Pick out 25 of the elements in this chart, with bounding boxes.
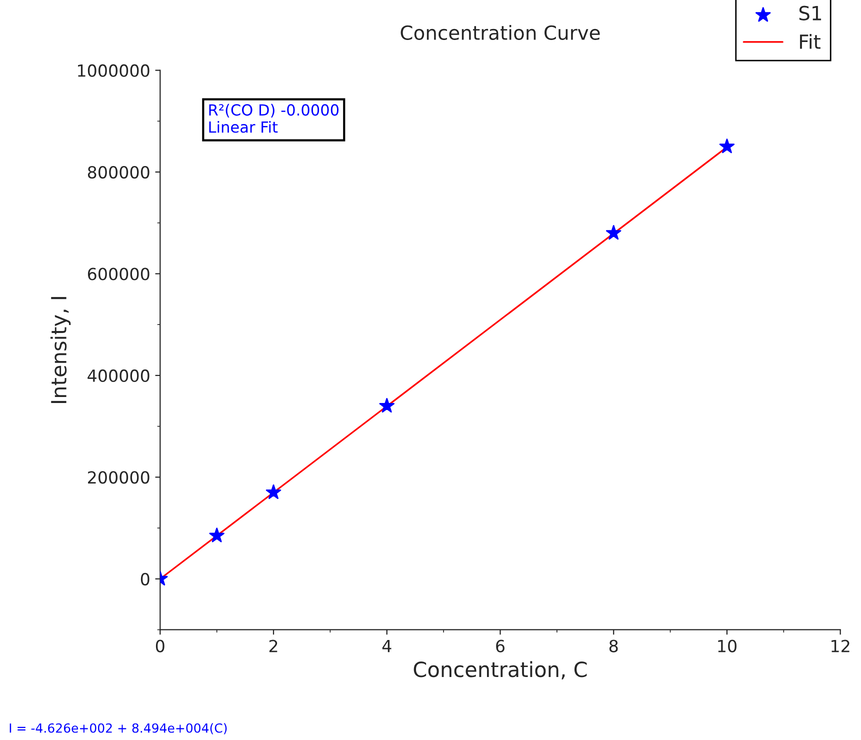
x-tick-label: 12 bbox=[832, 640, 850, 652]
point bbox=[209, 528, 224, 542]
y-tick-label: 1000000 bbox=[78, 64, 150, 77]
point bbox=[379, 398, 394, 413]
y-tick-label: 600000 bbox=[88, 268, 150, 280]
y-axis-title: Intensity, I bbox=[50, 297, 71, 404]
point bbox=[266, 484, 282, 500]
x-tick-label: 10 bbox=[718, 640, 736, 652]
x-axis-title: Concentration, C bbox=[414, 661, 587, 680]
y-tick-label: 400000 bbox=[88, 369, 150, 382]
x-tick-label: 6 bbox=[496, 640, 504, 652]
legend-label: S1 bbox=[799, 6, 822, 20]
legend-label: Fit bbox=[800, 34, 820, 49]
point bbox=[719, 138, 735, 154]
y-tick-label: 200000 bbox=[88, 471, 150, 484]
y-tick-label: 800000 bbox=[88, 166, 150, 179]
point bbox=[606, 225, 622, 240]
annotation: R²(CO D) -0.0000 Linear Fit bbox=[209, 104, 339, 133]
text: I = -4.626e+002 + 8.494e+004(C) bbox=[10, 723, 227, 734]
chart-title: Concentration Curve bbox=[400, 24, 600, 40]
x-tick-label: 4 bbox=[382, 640, 392, 652]
x-tick-label: 8 bbox=[609, 640, 618, 652]
y-tick-label: 0 bbox=[140, 572, 150, 586]
x-tick-label: 0 bbox=[156, 640, 164, 652]
x-tick-label: 2 bbox=[269, 640, 278, 652]
